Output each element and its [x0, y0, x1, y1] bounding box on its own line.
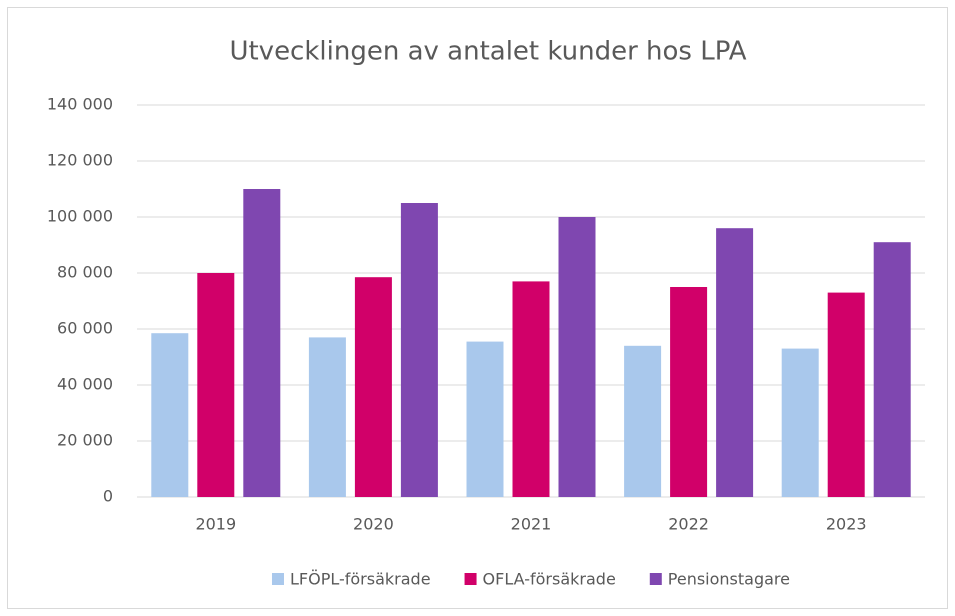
- bar: [624, 345, 662, 497]
- x-tick-label: 2022: [668, 515, 709, 534]
- legend-swatch: [649, 573, 662, 585]
- bar: [243, 189, 281, 497]
- bar: [670, 287, 708, 497]
- y-tick-label: 120 000: [47, 151, 113, 170]
- bar: [400, 203, 438, 497]
- x-tick-label: 2019: [195, 515, 236, 534]
- y-tick-label: 60 000: [57, 319, 113, 338]
- bar: [197, 273, 235, 497]
- legend-swatch: [271, 573, 284, 585]
- legend-label: Pensionstagare: [668, 570, 790, 589]
- x-tick-label: 2023: [826, 515, 867, 534]
- y-tick-label: 40 000: [57, 375, 113, 394]
- y-tick-label: 80 000: [57, 263, 113, 282]
- y-tick-label: 0: [103, 487, 113, 506]
- bar: [512, 281, 550, 497]
- legend-label: LFÖPL-försäkrade: [290, 570, 431, 589]
- chart-border: [7, 7, 948, 609]
- chart-title: Utvecklingen av antalet kunder hos LPA: [229, 37, 746, 67]
- bar: [308, 337, 346, 497]
- bar: [716, 228, 754, 497]
- y-tick-label: 140 000: [47, 95, 113, 114]
- legend-swatch: [464, 573, 477, 585]
- y-tick-label: 20 000: [57, 431, 113, 450]
- x-tick-label: 2020: [353, 515, 394, 534]
- bar: [873, 242, 911, 497]
- x-tick-label: 2021: [511, 515, 552, 534]
- bar: [354, 277, 392, 497]
- bar: [558, 217, 596, 497]
- bar: [781, 348, 819, 497]
- bar: [151, 333, 189, 497]
- bar: [466, 341, 504, 497]
- y-tick-label: 100 000: [47, 207, 113, 226]
- legend-label: OFLA-försäkrade: [483, 570, 616, 589]
- bar: [827, 292, 865, 497]
